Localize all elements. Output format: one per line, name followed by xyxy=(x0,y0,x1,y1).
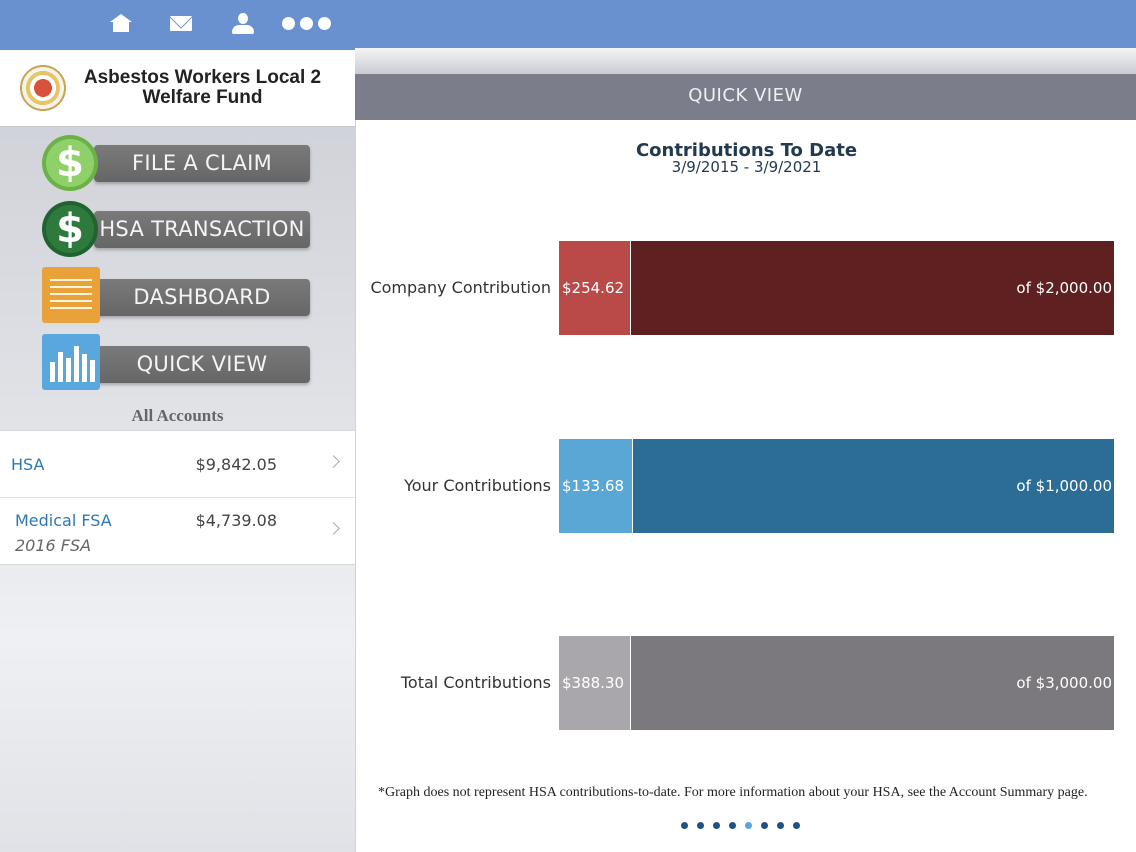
quick-view-panel: Contributions To Date 3/9/2015 - 3/9/202… xyxy=(355,120,1136,852)
main-toolbar-strip xyxy=(355,48,1136,74)
page-dot[interactable] xyxy=(777,822,784,829)
bar-label: Total Contributions xyxy=(400,673,551,692)
page-dot[interactable] xyxy=(681,822,688,829)
mail-icon[interactable] xyxy=(170,16,192,31)
page-dot[interactable] xyxy=(697,822,704,829)
more-icon[interactable] xyxy=(282,17,331,30)
document-icon xyxy=(42,267,100,323)
account-row-hsa[interactable]: HSA $9,842.05 xyxy=(0,431,355,498)
hsa-transaction-button[interactable]: HSA TRANSACTION $ xyxy=(42,199,314,257)
page-title: QUICK VIEW xyxy=(355,74,1136,120)
account-row-medical-fsa[interactable]: Medical FSA $4,739.08 2016 FSA xyxy=(0,498,355,564)
brand-name-line1: Asbestos Workers Local 2 xyxy=(83,67,322,88)
account-subtitle: 2016 FSA xyxy=(15,536,92,555)
quick-view-label: QUICK VIEW xyxy=(136,352,268,376)
file-a-claim-button[interactable]: FILE A CLAIM $ xyxy=(42,133,314,191)
sidebar: Asbestos Workers Local 2 Welfare Fund FI… xyxy=(0,0,355,852)
bar-label: Company Contribution xyxy=(370,278,551,297)
bar-used-segment: $133.68 xyxy=(559,439,634,533)
all-accounts-heading: All Accounts xyxy=(131,406,224,425)
bar-label: Your Contributions xyxy=(404,476,551,495)
chevron-right-icon xyxy=(327,522,340,535)
bar-remaining-segment: of $3,000.00 xyxy=(631,636,1114,730)
account-amount: $9,842.05 xyxy=(195,455,277,474)
dollar-icon: $ xyxy=(42,135,98,191)
hsa-transaction-label: HSA TRANSACTION xyxy=(99,217,305,241)
account-amount: $4,739.08 xyxy=(195,511,277,530)
main-top-bar xyxy=(355,0,1136,48)
account-name: Medical FSA xyxy=(15,511,112,530)
union-seal-logo xyxy=(18,63,68,113)
chart-title: Contributions To Date xyxy=(635,140,858,161)
brand-name-line2: Welfare Fund xyxy=(142,87,263,108)
quick-view-button[interactable]: QUICK VIEW xyxy=(42,334,314,392)
page-dot[interactable] xyxy=(761,822,768,829)
bar-remaining-segment: of $1,000.00 xyxy=(633,439,1114,533)
bar-track: $388.30 of $3,000.00 xyxy=(559,636,1114,730)
bar-used-segment: $254.62 xyxy=(559,241,631,335)
dashboard-button[interactable]: DASHBOARD xyxy=(42,267,314,325)
chevron-right-icon xyxy=(327,455,340,468)
chart-subtitle: 3/9/2015 - 3/9/2021 xyxy=(671,158,822,176)
dashboard-label: DASHBOARD xyxy=(133,285,271,309)
home-icon[interactable] xyxy=(110,14,132,34)
brand-name: Asbestos Workers Local 2 Welfare Fund xyxy=(70,68,335,108)
dollar-icon: $ xyxy=(42,201,98,257)
page-dot[interactable] xyxy=(729,822,736,829)
bar-track: $254.62 of $2,000.00 xyxy=(559,241,1114,335)
page-indicator[interactable] xyxy=(681,822,800,829)
bar-track: $133.68 of $1,000.00 xyxy=(559,439,1114,533)
chart-footnote: *Graph does not represent HSA contributi… xyxy=(378,785,1088,800)
person-icon[interactable] xyxy=(231,13,255,35)
page-dot[interactable] xyxy=(713,822,720,829)
accounts-list: HSA $9,842.05 Medical FSA $4,739.08 2016… xyxy=(0,430,355,565)
sidebar-top-bar xyxy=(0,0,355,50)
bar-chart-icon xyxy=(42,334,100,390)
brand-header: Asbestos Workers Local 2 Welfare Fund xyxy=(0,50,355,127)
file-a-claim-label: FILE A CLAIM xyxy=(131,151,273,175)
page-dot[interactable] xyxy=(793,822,800,829)
bar-used-segment: $388.30 xyxy=(559,636,631,730)
bar-remaining-segment: of $2,000.00 xyxy=(631,241,1114,335)
page-dot[interactable] xyxy=(745,822,752,829)
account-name: HSA xyxy=(11,455,45,474)
